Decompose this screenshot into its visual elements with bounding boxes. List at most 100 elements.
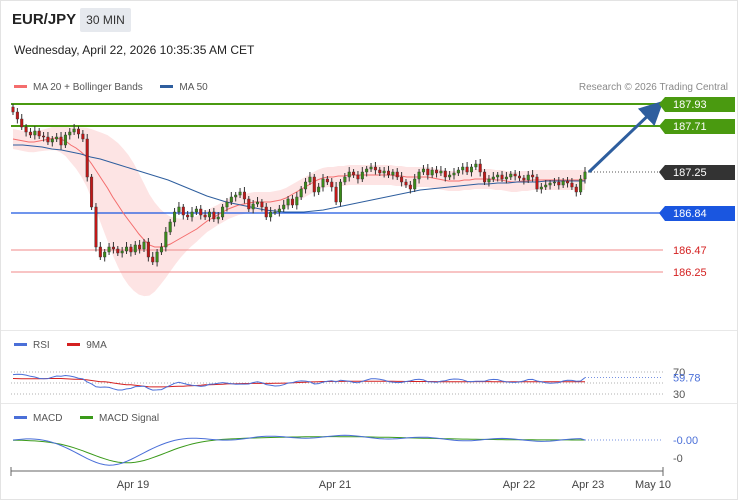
candle-up	[107, 246, 111, 253]
macd-legend: MACD MACD Signal	[14, 413, 159, 424]
price-level-labels: 187.93 187.71 187.25 186.84 186.47 186.25	[659, 97, 735, 279]
candle-up	[338, 181, 342, 203]
candle-up	[299, 188, 303, 198]
macd-swatch	[14, 415, 27, 419]
candle-down	[24, 126, 28, 133]
candle-down	[531, 174, 535, 178]
timeframe-badge[interactable]: 30 MIN	[80, 8, 131, 32]
candle-down	[203, 214, 207, 218]
candle-up	[229, 196, 233, 203]
candle-down	[59, 136, 63, 146]
candle-down	[138, 244, 142, 250]
candle-up	[461, 166, 465, 171]
candle-down	[264, 206, 268, 218]
candle-up	[295, 196, 299, 206]
candle-down	[260, 201, 264, 208]
candle-down	[46, 136, 50, 143]
candle-down	[94, 206, 98, 248]
candle-up	[491, 176, 495, 180]
candle-down	[570, 182, 574, 188]
candle-up	[369, 166, 373, 170]
x-tick-label: May 10	[635, 479, 671, 491]
candle-up	[234, 194, 238, 198]
target-tag	[665, 119, 735, 134]
rsi-last-label: 59.78	[673, 373, 701, 385]
candle-up	[194, 208, 198, 213]
target-tag	[665, 97, 735, 112]
candle-down	[443, 170, 447, 178]
candle-up	[430, 169, 434, 176]
candle-down	[387, 170, 391, 176]
candle-up	[496, 174, 500, 178]
macd-last-label: -0.00	[673, 435, 698, 447]
candle-down	[15, 111, 19, 120]
candle-down	[404, 181, 408, 186]
candle-down	[146, 241, 150, 258]
support-label: 186.25	[673, 267, 707, 279]
bollinger-bands	[13, 125, 585, 297]
candle-up	[50, 138, 54, 143]
rsi-legend: RSI 9MA	[14, 340, 107, 351]
candle-up	[72, 128, 76, 133]
candle-down	[400, 176, 404, 183]
candle-up	[317, 186, 321, 193]
candle-up	[321, 178, 325, 188]
candle-up	[282, 204, 286, 210]
candle-down	[28, 131, 32, 136]
price-levels	[11, 103, 663, 273]
rsi-legend-label: RSI	[33, 340, 50, 351]
candle-down	[85, 138, 89, 178]
candle-down	[513, 173, 517, 177]
candle-down	[20, 118, 24, 128]
candle-up	[583, 171, 587, 180]
macd-panel: -0.00 -0	[12, 434, 698, 466]
candlesticks	[11, 104, 587, 267]
candle-up	[190, 211, 194, 218]
rsi-ma-legend-label: 9MA	[86, 340, 107, 351]
candle-up	[308, 176, 312, 183]
support-label: 186.47	[673, 245, 707, 257]
candle-up	[155, 251, 159, 263]
rsi-swatch	[14, 342, 27, 346]
rsi-ma-swatch	[67, 342, 81, 346]
forecast-arrow-line	[587, 100, 664, 174]
candle-down	[352, 171, 356, 176]
candle-down	[500, 174, 504, 180]
candle-down	[566, 180, 570, 184]
ma50-legend-label: MA 50	[179, 82, 208, 93]
candle-down	[312, 176, 316, 193]
candle-down	[356, 174, 360, 180]
candle-up	[347, 171, 351, 178]
candle-down	[378, 169, 382, 174]
candle-up	[55, 136, 59, 140]
candle-up	[173, 211, 177, 223]
candle-up	[561, 180, 565, 186]
candle-up	[251, 203, 255, 210]
candle-down	[116, 248, 120, 254]
candle-down	[426, 168, 430, 176]
candle-up	[63, 134, 67, 146]
candle-down	[330, 181, 334, 188]
candle-up	[448, 174, 452, 178]
target-tag-pointer	[659, 119, 665, 134]
pivot-tag-pointer	[659, 206, 665, 221]
candle-up	[142, 241, 146, 250]
candle-down	[557, 181, 561, 186]
candle-down	[247, 198, 251, 210]
candle-up	[33, 130, 37, 136]
candle-down	[129, 246, 133, 253]
candle-up	[225, 201, 229, 208]
x-axis: Apr 19 Apr 21 Apr 22 Apr 23 May 10	[10, 467, 671, 491]
candle-up	[343, 176, 347, 183]
candle-down	[535, 176, 539, 190]
candle-down	[334, 186, 338, 203]
candle-up	[504, 176, 508, 180]
macd-legend-label: MACD	[33, 413, 63, 424]
candle-down	[181, 206, 185, 216]
x-tick-label: Apr 22	[503, 479, 535, 491]
macd-signal-swatch	[80, 415, 94, 419]
candle-up	[159, 246, 163, 253]
candle-up	[168, 221, 172, 233]
candle-down	[76, 128, 80, 135]
